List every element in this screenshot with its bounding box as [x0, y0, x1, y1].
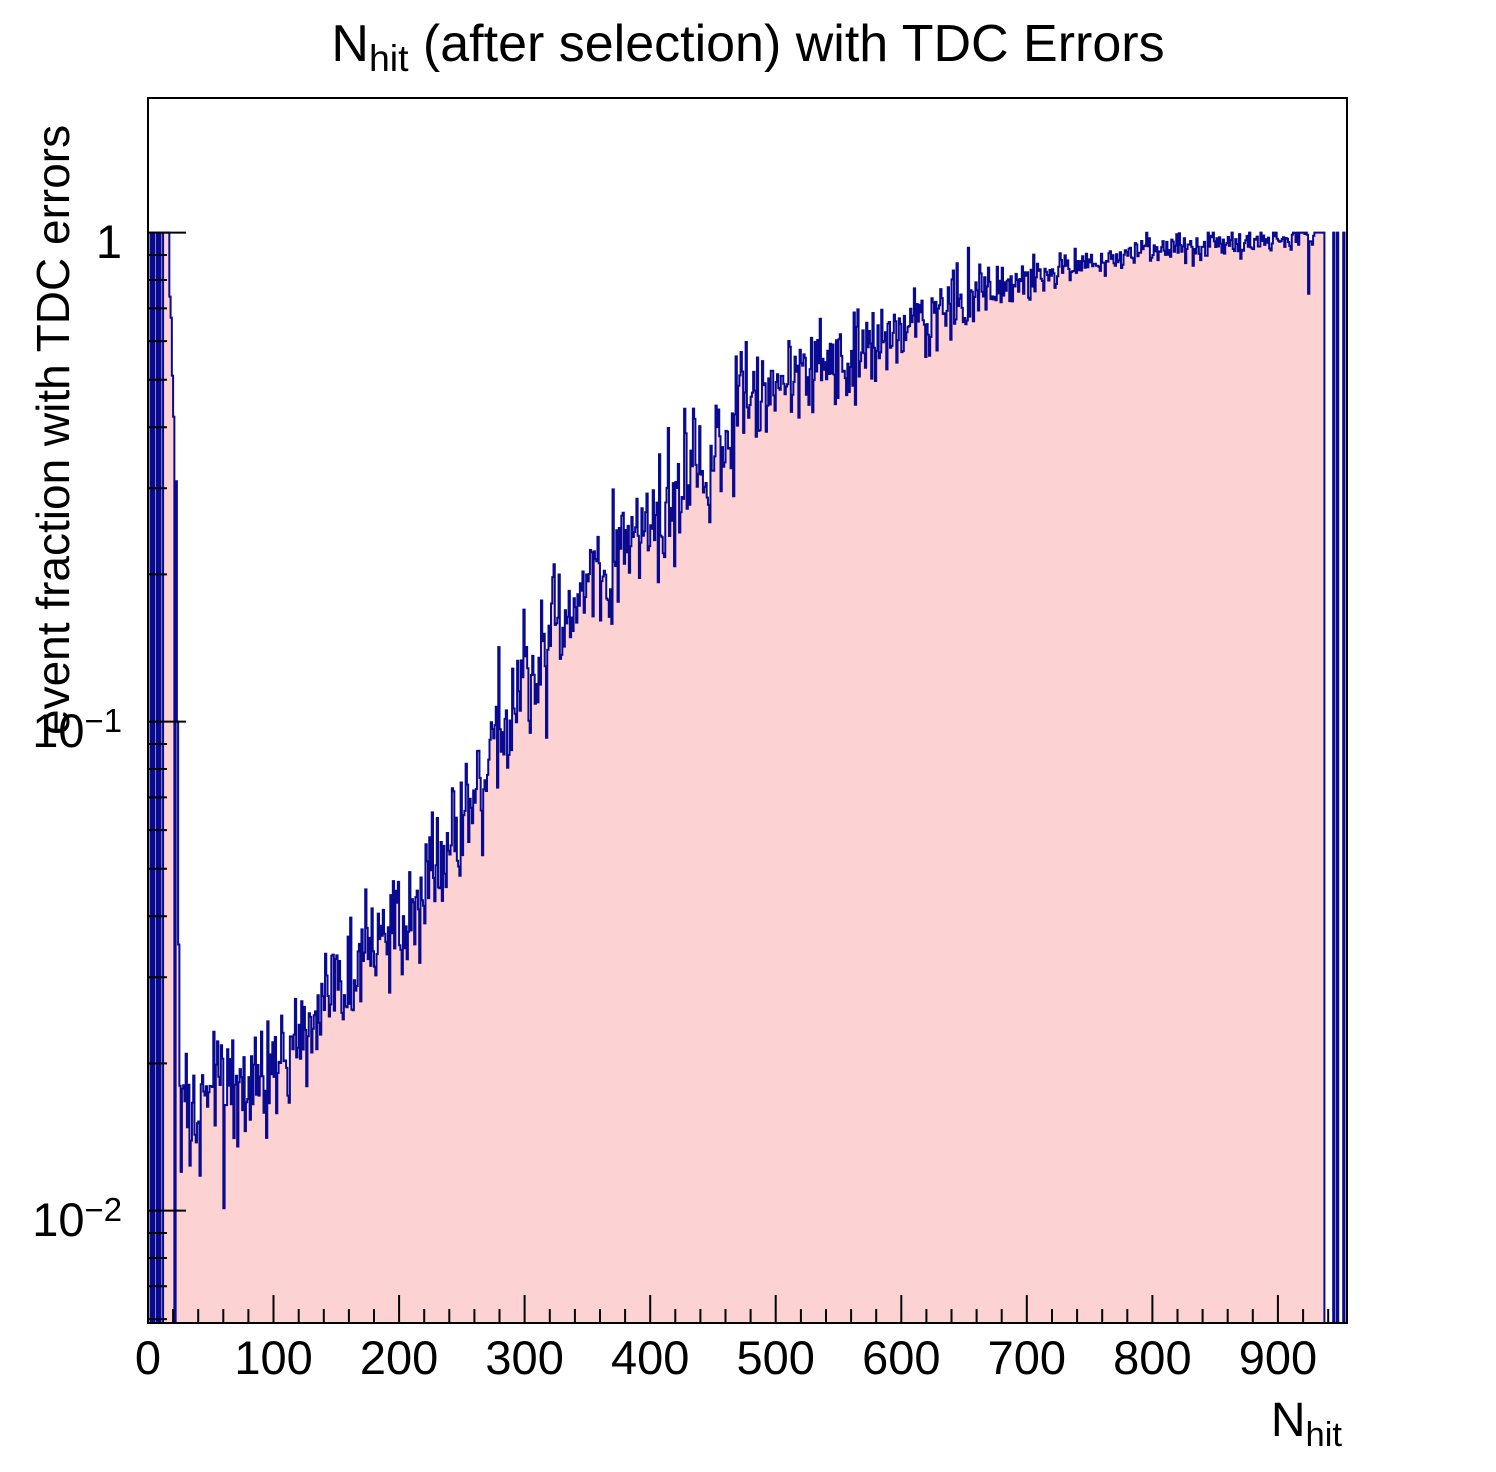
x-tick-label: 300 — [485, 1331, 564, 1384]
x-tick-label: 100 — [234, 1331, 313, 1384]
y-tick-label-exponent: −2 — [84, 1190, 123, 1228]
y-tick-label-base: 1 — [95, 214, 122, 268]
x-tick-label: 0 — [134, 1331, 162, 1384]
x-axis-title-subscript: hit — [1305, 1415, 1343, 1454]
y-tick-label: 1 — [0, 208, 122, 266]
y-tick-label-base: 10 — [32, 1192, 85, 1246]
x-tick-label: 800 — [1113, 1331, 1192, 1384]
x-axis-title: Nhit — [1142, 1393, 1342, 1454]
x-tick-label: 400 — [610, 1331, 690, 1384]
x-tick-label: 500 — [736, 1331, 815, 1384]
x-tick-label: 600 — [862, 1331, 941, 1384]
histogram-area — [148, 231, 1347, 1324]
chart-title: Nhit (after selection) with TDC Errors — [0, 14, 1496, 79]
x-tick-label: 900 — [1238, 1331, 1318, 1384]
chart-title-prefix: N — [331, 15, 369, 73]
x-tick-label: 200 — [359, 1331, 439, 1384]
x-axis-title-prefix: N — [1270, 1394, 1306, 1447]
y-tick-label-exponent: −1 — [84, 701, 123, 739]
x-tick-label: 700 — [987, 1331, 1067, 1384]
y-tick-label-base: 10 — [32, 703, 85, 757]
y-tick-label: 10−2 — [0, 1186, 122, 1244]
plot-frame — [147, 97, 1348, 1324]
chart-title-subscript: hit — [368, 37, 409, 80]
chart-title-suffix: (after selection) with TDC Errors — [408, 15, 1165, 73]
y-tick-label: 10−1 — [0, 697, 122, 755]
